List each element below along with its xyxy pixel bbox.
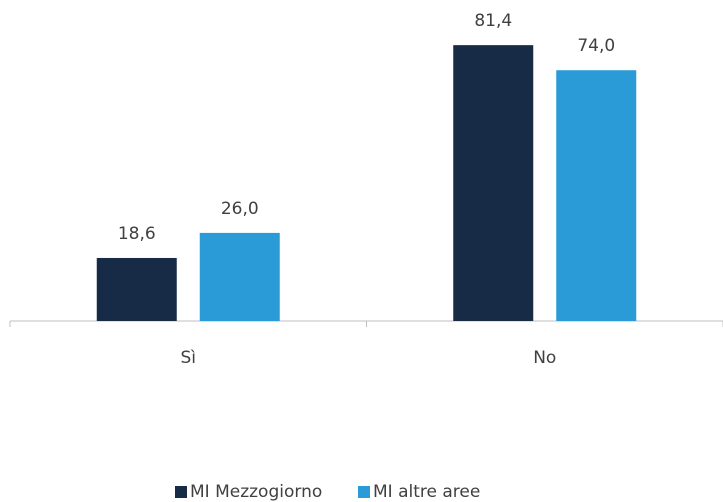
x-tick-label: Sì: [180, 348, 196, 368]
data-label: 74,0: [577, 36, 615, 56]
legend-label: MI Mezzogiorno: [190, 482, 322, 502]
legend-swatch: [175, 486, 187, 498]
legend-swatch: [358, 486, 370, 498]
data-label: 26,0: [221, 199, 259, 219]
bar: [199, 232, 280, 321]
legend-label: MI altre aree: [373, 482, 480, 502]
data-label: 18,6: [118, 224, 156, 244]
bar: [453, 45, 534, 322]
bar: [96, 257, 177, 321]
bar: [556, 70, 637, 321]
data-label: 81,4: [474, 11, 512, 31]
x-tick-label: No: [533, 348, 556, 368]
